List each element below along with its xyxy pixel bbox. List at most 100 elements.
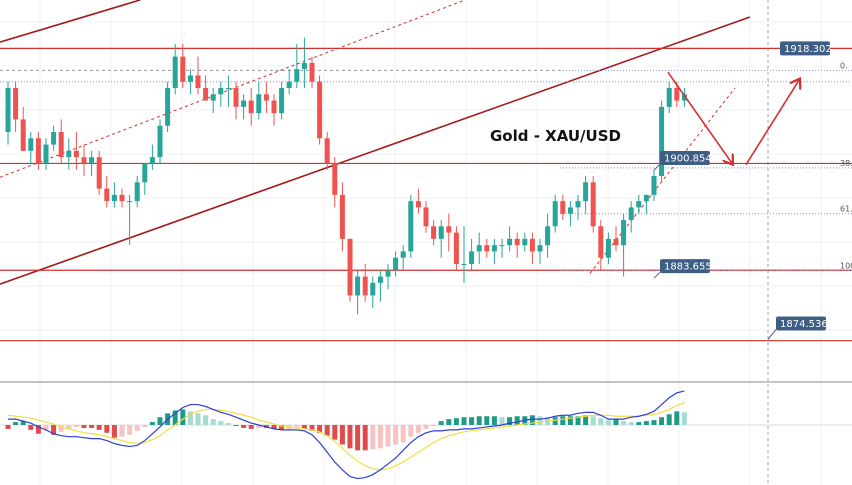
candle-body — [628, 207, 634, 220]
macd-histogram-bar — [317, 425, 323, 433]
price-label: 1883.655 — [653, 259, 712, 279]
macd-signal-line — [7, 402, 685, 471]
macd-histogram-bar — [499, 417, 505, 425]
candle-body — [339, 194, 345, 239]
candle-body — [28, 138, 34, 151]
candle-body — [552, 201, 558, 227]
candle-body — [659, 106, 665, 176]
candle-body — [621, 220, 627, 246]
macd-histogram-bar — [362, 425, 368, 451]
price-label-text: 1874.536 — [780, 319, 828, 330]
bullish-candle — [172, 44, 178, 95]
macd-histogram-bar — [20, 421, 26, 425]
macd-histogram-bar — [666, 414, 672, 425]
bearish-candle — [560, 194, 566, 220]
candle-body — [636, 201, 642, 208]
candle-body — [279, 88, 285, 114]
candle-body — [567, 207, 573, 214]
macd-histogram-bar — [659, 417, 665, 425]
bullish-candle — [583, 176, 589, 214]
macd-histogram-bar — [598, 418, 604, 425]
bearish-candle — [362, 264, 368, 302]
candle-body — [35, 138, 41, 164]
macd-histogram-bar — [180, 409, 186, 425]
price-label-box — [780, 41, 830, 56]
bearish-candle — [514, 232, 520, 258]
macd-histogram-bar — [294, 425, 300, 428]
bullish-candle — [279, 81, 285, 120]
bullish-candle — [142, 163, 148, 195]
macd-histogram-bar — [605, 420, 611, 425]
bullish-candle — [400, 245, 406, 271]
candle-body — [317, 81, 323, 139]
price-label-pointer — [767, 329, 777, 340]
bullish-candle — [187, 69, 193, 95]
bullish-candle — [225, 75, 231, 107]
bullish-candle — [605, 232, 611, 264]
macd-histogram-bar — [377, 425, 383, 449]
candle-body — [51, 132, 57, 145]
bearish-candle — [263, 81, 269, 114]
macd-histogram-bar — [256, 425, 262, 428]
candle-body — [187, 75, 193, 82]
candle-body — [613, 238, 619, 246]
macd-histogram-bar — [476, 416, 482, 425]
macd-histogram-bar — [66, 425, 72, 429]
bullish-candle — [575, 194, 581, 220]
candle-body — [165, 88, 171, 126]
bullish-candle — [476, 232, 482, 264]
bullish-candle — [567, 201, 573, 227]
bearish-candle — [446, 213, 452, 252]
trend-channel-upper-line — [0, 0, 141, 43]
macd-histogram-bar — [279, 425, 285, 430]
bullish-candle — [522, 232, 528, 252]
candle-body — [5, 88, 11, 132]
candle-body — [393, 257, 399, 271]
macd-histogram-bar — [81, 425, 87, 428]
bullish-candle — [286, 69, 292, 95]
bullish-candle — [66, 138, 72, 170]
bearish-candle — [119, 188, 125, 208]
bearish-candle — [195, 56, 201, 95]
macd-histogram-bar — [96, 425, 102, 430]
macd-histogram-bar — [453, 418, 459, 425]
macd-histogram-bar — [339, 425, 345, 445]
candle-body — [119, 194, 125, 202]
candle-body — [43, 144, 49, 164]
bullish-candle — [157, 119, 163, 164]
candle-body — [514, 238, 520, 246]
candle-body — [423, 207, 429, 227]
macd-histogram-bar — [560, 416, 566, 425]
macd-histogram-bar — [636, 422, 642, 425]
candle-body — [431, 226, 437, 239]
candle-body — [545, 226, 551, 246]
bullish-candle — [545, 213, 551, 258]
support-resistance-levels — [0, 47, 852, 342]
macd-histogram-bar — [408, 425, 414, 437]
candle-body — [666, 88, 672, 107]
macd-histogram-bar — [51, 425, 57, 435]
macd-histogram-bar — [233, 425, 239, 426]
macd-histogram-bar — [575, 416, 581, 425]
bearish-candle — [13, 81, 19, 132]
candle-body — [529, 238, 535, 252]
candle-body — [575, 201, 581, 208]
macd-histogram-bar — [393, 425, 399, 445]
candle-body — [598, 226, 604, 258]
bullish-candle — [43, 138, 49, 170]
price-label-text: 1883.655 — [664, 262, 712, 273]
bullish-candle — [621, 213, 627, 277]
bearish-candle — [332, 157, 338, 208]
bearish-candle — [73, 132, 79, 170]
macd-histogram-bar — [621, 421, 627, 425]
macd-histogram-bar — [484, 416, 490, 425]
candle-body — [20, 119, 26, 151]
candle-body — [271, 100, 277, 114]
candle-body — [347, 238, 353, 296]
bearish-candle — [20, 106, 26, 151]
candle-body — [73, 150, 79, 158]
candle-body — [89, 157, 95, 164]
fib-level-label: 0. — [840, 61, 848, 70]
bullish-candle — [210, 88, 216, 114]
bullish-candle — [127, 194, 133, 246]
